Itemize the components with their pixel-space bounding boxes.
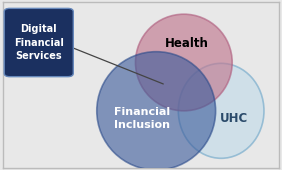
FancyBboxPatch shape	[4, 8, 73, 77]
Ellipse shape	[178, 63, 264, 158]
Text: Financial
Inclusion: Financial Inclusion	[114, 107, 170, 130]
Text: Digital
Financial
Services: Digital Financial Services	[14, 24, 64, 61]
Text: Health: Health	[165, 37, 208, 50]
Ellipse shape	[97, 52, 216, 170]
Ellipse shape	[135, 14, 232, 111]
Text: UHC: UHC	[220, 112, 248, 125]
